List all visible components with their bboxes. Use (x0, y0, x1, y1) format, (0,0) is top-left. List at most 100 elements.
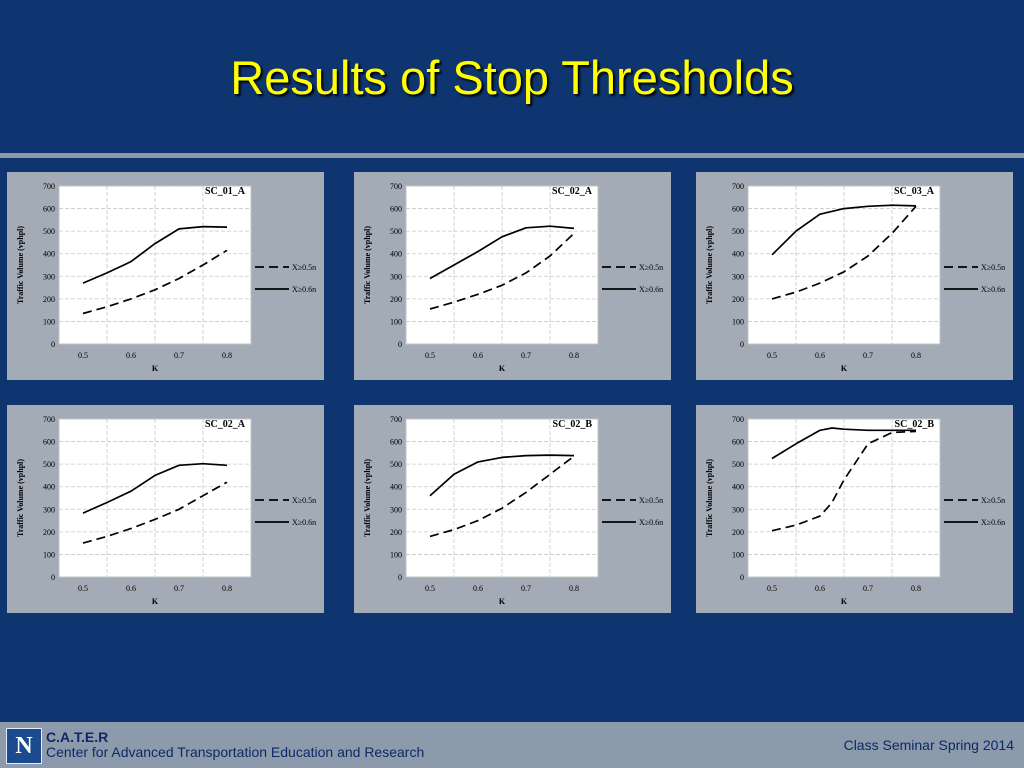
x-tick-label: 0.7 (174, 351, 184, 360)
y-tick-label: 0 (740, 573, 744, 582)
series-line-1 (771, 205, 917, 300)
y-tick-label: 300 (43, 505, 55, 514)
x-tick-label: 0.8 (222, 351, 232, 360)
x-tick-label: 0.5 (78, 584, 88, 593)
chart-panel-3: 0 100 200 300 400 500 600 700 0.5 0.6 0.7 0.8 K Traff… (696, 172, 1013, 380)
chart-panel-5: 0 100 200 300 400 500 600 700 0.5 0.6 0.7 0.8 K Traff… (354, 405, 671, 613)
y-tick-label: 200 (390, 295, 402, 304)
legend-label-2: X≥0.6n (639, 285, 663, 294)
series-line-2 (771, 427, 916, 460)
chart-panel-4: 0 100 200 300 400 500 600 700 0.5 0.6 0.7 0.8 K Traff… (7, 405, 324, 613)
series-line-2 (429, 454, 575, 497)
y-tick-label: 700 (390, 415, 402, 424)
chart-2-svg: 0 100 200 300 400 500 600 700 0.5 0.6 0.7 0.8 K Traff… (363, 182, 663, 373)
chart-panel-6: 0 100 200 300 400 500 600 700 0.5 0.6 0.7 0.8 K Traff… (696, 405, 1013, 613)
y-tick-label: 500 (390, 227, 402, 236)
y-tick-label: 100 (390, 317, 402, 326)
y-tick-label: 300 (390, 505, 402, 514)
x-tick-label: 0.5 (425, 351, 435, 360)
y-tick-label: 400 (390, 250, 402, 259)
y-tick-label: 100 (390, 550, 402, 559)
x-axis-label: K (841, 597, 848, 606)
chart-panel-2: 0 100 200 300 400 500 600 700 0.5 0.6 0.7 0.8 K Traff… (354, 172, 671, 380)
y-axis-label: Traffic Volume (vphpl) (705, 226, 714, 304)
x-tick-label: 0.5 (78, 351, 88, 360)
y-tick-label: 700 (43, 182, 55, 191)
series-line-1 (429, 232, 575, 310)
x-tick-label: 0.8 (222, 584, 232, 593)
university-logo: N (6, 728, 42, 764)
series-line-1 (82, 249, 228, 315)
legend-label-2: X≥0.6n (639, 518, 663, 527)
y-tick-label: 200 (390, 528, 402, 537)
series-line-2 (429, 225, 575, 280)
y-tick-label: 300 (732, 505, 744, 514)
y-tick-label: 500 (390, 460, 402, 469)
x-tick-label: 0.5 (767, 351, 777, 360)
seminar-label: Class Seminar Spring 2014 (843, 737, 1014, 753)
y-tick-label: 400 (43, 483, 55, 492)
chart-title: SC_03_A (894, 186, 935, 197)
x-tick-label: 0.5 (767, 584, 777, 593)
x-tick-label: 0.7 (863, 584, 873, 593)
y-tick-label: 300 (732, 272, 744, 281)
y-tick-label: 0 (51, 340, 55, 349)
legend-label-1: X≥0.5n (292, 496, 316, 505)
series-line-2 (771, 204, 917, 256)
x-tick-label: 0.5 (425, 584, 435, 593)
y-tick-label: 100 (732, 550, 744, 559)
series-line-2 (82, 225, 228, 284)
y-tick-label: 200 (43, 528, 55, 537)
x-tick-label: 0.7 (521, 351, 531, 360)
legend-label-2: X≥0.6n (292, 285, 316, 294)
y-tick-label: 300 (43, 272, 55, 281)
footer-bar: N C.A.T.E.R Center for Advanced Transpor… (0, 722, 1024, 768)
series-line-1 (429, 455, 575, 538)
y-tick-label: 700 (390, 182, 402, 191)
slide-title: Results of Stop Thresholds (230, 51, 794, 104)
y-tick-label: 600 (732, 438, 744, 447)
x-axis-label: K (499, 364, 506, 373)
x-tick-label: 0.7 (521, 584, 531, 593)
series-line-1 (771, 430, 917, 532)
y-axis-label: Traffic Volume (vphpl) (363, 226, 372, 304)
y-tick-label: 200 (43, 295, 55, 304)
y-tick-label: 600 (390, 205, 402, 214)
y-tick-label: 0 (51, 573, 55, 582)
legend-label-1: X≥0.5n (981, 496, 1005, 505)
y-tick-label: 100 (43, 550, 55, 559)
chart-4-svg: 0 100 200 300 400 500 600 700 0.5 0.6 0.7 0.8 K Traff… (16, 415, 316, 606)
y-tick-label: 500 (43, 227, 55, 236)
x-tick-label: 0.8 (911, 351, 921, 360)
chart-panel-1: 0 100 200 300 400 500 600 700 0.5 0.6 0.7 0.8 K Traff… (7, 172, 324, 380)
series-line-2 (82, 462, 228, 514)
y-axis-label: Traffic Volume (vphpl) (16, 459, 25, 537)
legend-label-2: X≥0.6n (981, 518, 1005, 527)
y-tick-label: 700 (732, 182, 744, 191)
y-tick-label: 200 (732, 295, 744, 304)
legend-label-2: X≥0.6n (981, 285, 1005, 294)
x-axis-label: K (499, 597, 506, 606)
chart-title: SC_02_B (895, 419, 935, 430)
y-axis-label: Traffic Volume (vphpl) (705, 459, 714, 537)
x-tick-label: 0.8 (911, 584, 921, 593)
org-abbreviation: C.A.T.E.R (46, 729, 109, 745)
y-tick-label: 0 (740, 340, 744, 349)
y-tick-label: 600 (43, 438, 55, 447)
x-axis-label: K (841, 364, 848, 373)
y-axis-label: Traffic Volume (vphpl) (16, 226, 25, 304)
chart-title: SC_02_A (205, 419, 246, 430)
y-tick-label: 300 (390, 272, 402, 281)
y-tick-label: 500 (732, 460, 744, 469)
y-tick-label: 0 (398, 573, 402, 582)
x-axis-label: K (152, 597, 159, 606)
y-tick-label: 500 (732, 227, 744, 236)
title-divider (0, 153, 1024, 158)
y-tick-label: 700 (732, 415, 744, 424)
x-tick-label: 0.7 (863, 351, 873, 360)
y-tick-label: 100 (732, 317, 744, 326)
chart-title: SC_02_B (553, 419, 593, 430)
chart-title: SC_02_A (552, 186, 593, 197)
legend-label-1: X≥0.5n (981, 263, 1005, 272)
chart-title: SC_01_A (205, 186, 246, 197)
